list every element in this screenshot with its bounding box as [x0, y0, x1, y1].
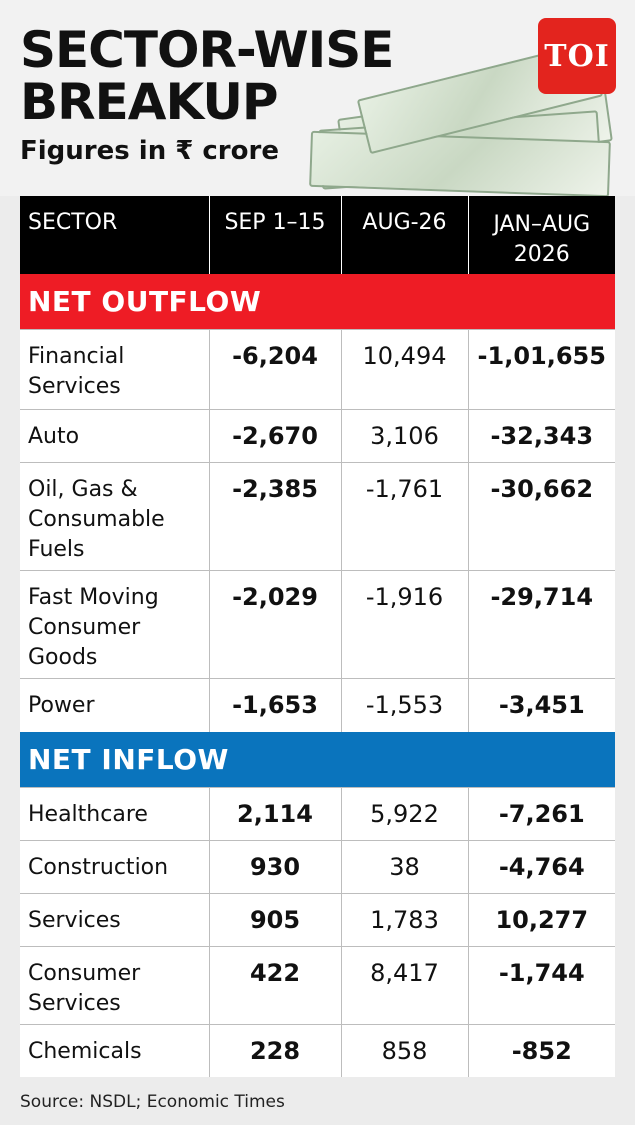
table-row: Oil, Gas & Consumable Fuels -2,385 -1,76…	[20, 461, 615, 570]
header: SECTOR-WISE BREAKUP Figures in ₹ crore T…	[0, 0, 635, 196]
source-note: Source: NSDL; Economic Times	[20, 1092, 285, 1112]
table-row: Consumer Services 422 8,417 -1,744	[20, 945, 615, 1024]
column-header-aug: AUG-26	[340, 196, 468, 274]
table-row: Fast Moving Consumer Goods -2,029 -1,916…	[20, 569, 615, 678]
column-header-janaug: JAN–AUG 2026	[467, 196, 615, 274]
column-header-sep: SEP 1–15	[208, 196, 341, 274]
table-header-row: SECTOR SEP 1–15 AUG-26 JAN–AUG 2026	[20, 196, 615, 274]
table-row: Auto -2,670 3,106 -32,343	[20, 408, 615, 462]
net-outflow-header: NET OUTFLOW	[20, 274, 615, 329]
column-header-sector: SECTOR	[20, 196, 209, 274]
net-inflow-header: NET INFLOW	[20, 732, 615, 787]
sector-table: SECTOR SEP 1–15 AUG-26 JAN–AUG 2026 NET …	[20, 196, 615, 1077]
table-row: Construction 930 38 -4,764	[20, 839, 615, 893]
toi-logo: TOI	[538, 18, 616, 94]
table-row: Power -1,653 -1,553 -3,451	[20, 677, 615, 732]
page-title: SECTOR-WISE BREAKUP	[20, 21, 394, 131]
subtitle: Figures in ₹ crore	[20, 136, 279, 166]
table-row: Services 905 1,783 10,277	[20, 892, 615, 946]
table-row: Chemicals 228 858 -852	[20, 1023, 615, 1077]
table-row: Financial Services -6,204 10,494 -1,01,6…	[20, 328, 615, 409]
table-row: Healthcare 2,114 5,922 -7,261	[20, 786, 615, 840]
